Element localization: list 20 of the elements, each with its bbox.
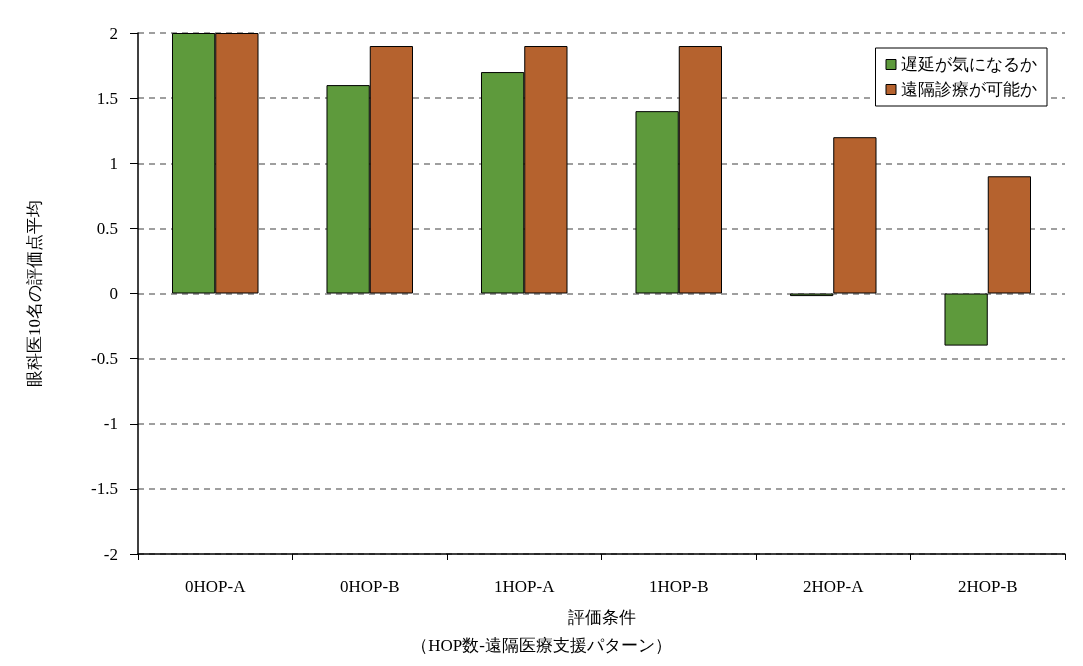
y-tick-label: 0.5 xyxy=(96,218,118,238)
y-tick-label: -0.5 xyxy=(91,349,118,369)
legend-label: 遅延が気になるか xyxy=(901,55,1037,74)
y-tick-label: -2 xyxy=(103,544,118,564)
y-axis-title: 眼科医10名の評価点平均 xyxy=(25,200,44,387)
y-tick-label: 0 xyxy=(109,284,118,303)
x-tick-label: 2HOP-B xyxy=(957,577,1018,596)
x-axis-title: 評価条件 xyxy=(567,607,636,627)
x-tick-label: 2HOP-A xyxy=(803,577,865,596)
text: （HOP数-遠隔医療支援パターン） xyxy=(411,636,672,655)
x-tick-label: 0HOP-A xyxy=(185,577,247,596)
legend-label: 遠隔診療が可能か xyxy=(901,80,1037,99)
y-tick-label: 1 xyxy=(109,153,118,173)
y-tick-label: -1 xyxy=(103,414,118,434)
x-tick-label: 1HOP-A xyxy=(494,577,556,596)
y-tick-label: -1.5 xyxy=(91,479,118,499)
y-tick-label: 1.5 xyxy=(96,88,118,108)
x-tick-label: 1HOP-B xyxy=(648,577,709,596)
x-tick-label: 0HOP-B xyxy=(339,577,400,596)
y-tick-label: 2 xyxy=(109,23,118,43)
